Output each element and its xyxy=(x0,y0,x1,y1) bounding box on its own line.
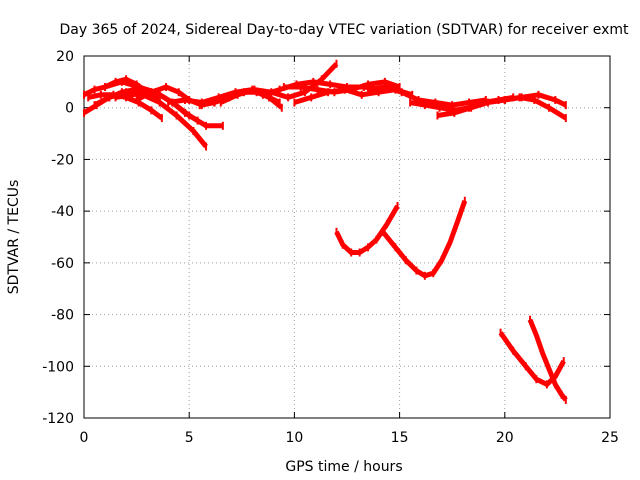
series-arc-21 xyxy=(527,315,568,404)
grid-lines xyxy=(84,56,610,418)
y-tick-label: -120 xyxy=(42,411,74,427)
series-line xyxy=(334,204,400,255)
series-line xyxy=(367,84,487,108)
y-tick-label: 20 xyxy=(56,49,74,65)
series-arc-19 xyxy=(380,196,468,280)
axis-ticks: 0 5 10 15 20 25 -120 -100 -80 -60 -40 -20 0 20 xyxy=(42,49,619,446)
series-line xyxy=(380,199,468,279)
y-axis-label: SDTVAR / TECUs xyxy=(6,180,22,295)
data-series xyxy=(82,59,568,404)
y-tick-label: -20 xyxy=(51,152,74,168)
x-tick-label: 5 xyxy=(185,430,194,446)
y-tick-label: 0 xyxy=(65,101,74,117)
series-arc-18 xyxy=(334,201,400,257)
series-arc-17 xyxy=(503,93,568,123)
x-axis-label: GPS time / hours xyxy=(285,459,402,475)
x-tick-label: 0 xyxy=(80,430,89,446)
x-tick-label: 25 xyxy=(601,430,619,446)
series-arc-6 xyxy=(114,88,199,125)
y-tick-label: -40 xyxy=(51,204,74,220)
plot-frame xyxy=(83,55,611,419)
x-tick-label: 15 xyxy=(391,430,409,446)
y-tick-label: -80 xyxy=(51,308,74,324)
series-arc-20 xyxy=(498,328,566,389)
x-tick-label: 20 xyxy=(496,430,514,446)
y-tick-label: -100 xyxy=(42,359,74,375)
y-tick-label: -60 xyxy=(51,256,74,272)
x-tick-label: 10 xyxy=(285,430,303,446)
chart-title: Day 365 of 2024, Sidereal Day-to-day VTE… xyxy=(60,22,630,38)
series-line xyxy=(93,89,208,149)
